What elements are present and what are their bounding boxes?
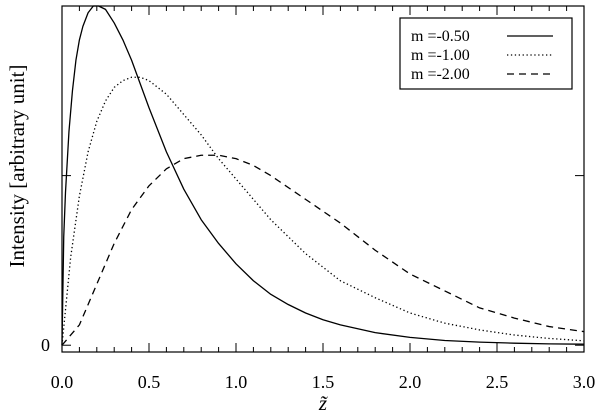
x-axis-ticks: 0.0 0.5 1.0 1.5 2.0 2.5 3.0 xyxy=(51,6,596,392)
series-line-solid xyxy=(61,5,585,346)
legend-box xyxy=(399,17,573,90)
y-axis-ticks: 0 xyxy=(41,5,584,355)
x-tick-label: 2.5 xyxy=(486,372,509,392)
x-tick-label: 3.0 xyxy=(573,372,596,392)
series-lines xyxy=(61,5,585,346)
legend-label-1: m =-1.00 xyxy=(411,47,470,64)
x-tick-label: 1.0 xyxy=(225,372,248,392)
legend: m =-0.50 m =-1.00 m =-2.00 xyxy=(399,17,573,90)
x-tick-label: 1.5 xyxy=(312,372,335,392)
x-axis-title: z̃ xyxy=(318,391,329,415)
x-tick-label: 2.0 xyxy=(399,372,422,392)
y-axis-title: Intensity [arbitrary unit] xyxy=(5,65,29,268)
x-tick-label: 0.5 xyxy=(138,372,161,392)
series-line-dotted xyxy=(61,76,585,346)
x-tick-label: 0.0 xyxy=(51,372,74,392)
series-line-dashed xyxy=(61,154,585,346)
legend-label-0: m =-0.50 xyxy=(411,28,470,45)
legend-label-2: m =-2.00 xyxy=(411,66,470,83)
y-tick-label: 0 xyxy=(41,335,50,355)
